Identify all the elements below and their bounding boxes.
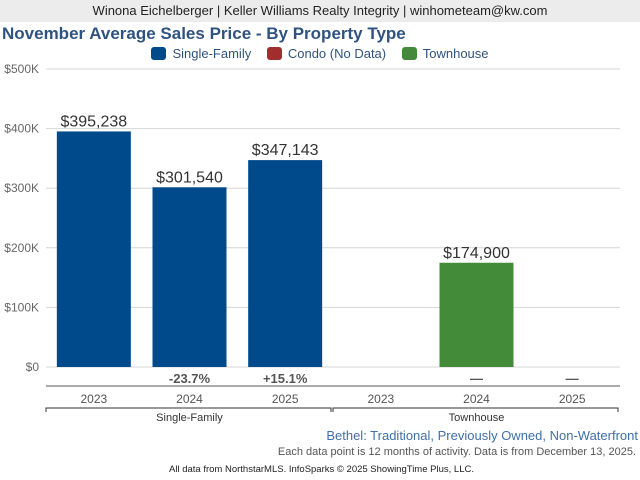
footer-credit: All data from NorthstarMLS. InfoSparks ©…: [169, 464, 474, 475]
x-tick-label: 2023: [80, 392, 107, 406]
legend-swatch-townhouse: [401, 47, 417, 60]
chart-subtitle: Bethel: Traditional, Previously Owned, N…: [326, 428, 638, 443]
data-note: Each data point is 12 months of activity…: [277, 446, 636, 458]
legend-item-townhouse[interactable]: Townhouse: [401, 46, 489, 61]
change-label: +15.1%: [263, 371, 308, 386]
legend-swatch-condo: [266, 47, 282, 60]
bar: [152, 187, 227, 367]
bar-value-label: $347,143: [252, 142, 319, 159]
y-tick-label: $400K: [4, 122, 39, 136]
y-tick-label: $500K: [4, 62, 39, 76]
agent-info-bar: Winona Eichelberger | Keller Williams Re…: [0, 0, 640, 22]
chart-legend: Single-Family Condo (No Data) Townhouse: [0, 46, 640, 63]
x-tick-label: 2023: [367, 392, 394, 406]
legend-label: Townhouse: [422, 46, 489, 61]
bar: [439, 262, 514, 367]
group-bracket: [45, 407, 332, 412]
bar-value-label: $395,238: [60, 113, 127, 130]
bar: [248, 160, 323, 367]
bar-value-label: $174,900: [443, 245, 510, 262]
y-tick-label: $100K: [4, 300, 39, 314]
x-tick-label: 2025: [272, 392, 299, 406]
legend-label: Single-Family: [172, 46, 252, 61]
legend-item-condo[interactable]: Condo (No Data): [266, 46, 387, 61]
y-tick-label: $200K: [4, 241, 39, 255]
y-tick-label: $300K: [4, 181, 39, 195]
group-label: Single-Family: [156, 412, 223, 424]
bar: [56, 131, 131, 367]
change-label: -23.7%: [169, 371, 211, 386]
change-label: —: [566, 371, 579, 386]
group-bracket: [332, 407, 619, 412]
chart-title: November Average Sales Price - By Proper…: [2, 24, 406, 43]
x-tick-label: 2025: [559, 392, 586, 406]
x-tick-label: 2024: [463, 392, 490, 406]
change-label: —: [470, 371, 483, 386]
group-label: Townhouse: [449, 412, 505, 424]
x-tick-label: 2024: [176, 392, 203, 406]
legend-swatch-single-family: [151, 47, 167, 60]
y-tick-label: $0: [26, 360, 40, 374]
bar-value-label: $301,540: [156, 169, 223, 186]
legend-label: Condo (No Data): [287, 46, 387, 61]
legend-item-single-family[interactable]: Single-Family: [151, 46, 251, 61]
